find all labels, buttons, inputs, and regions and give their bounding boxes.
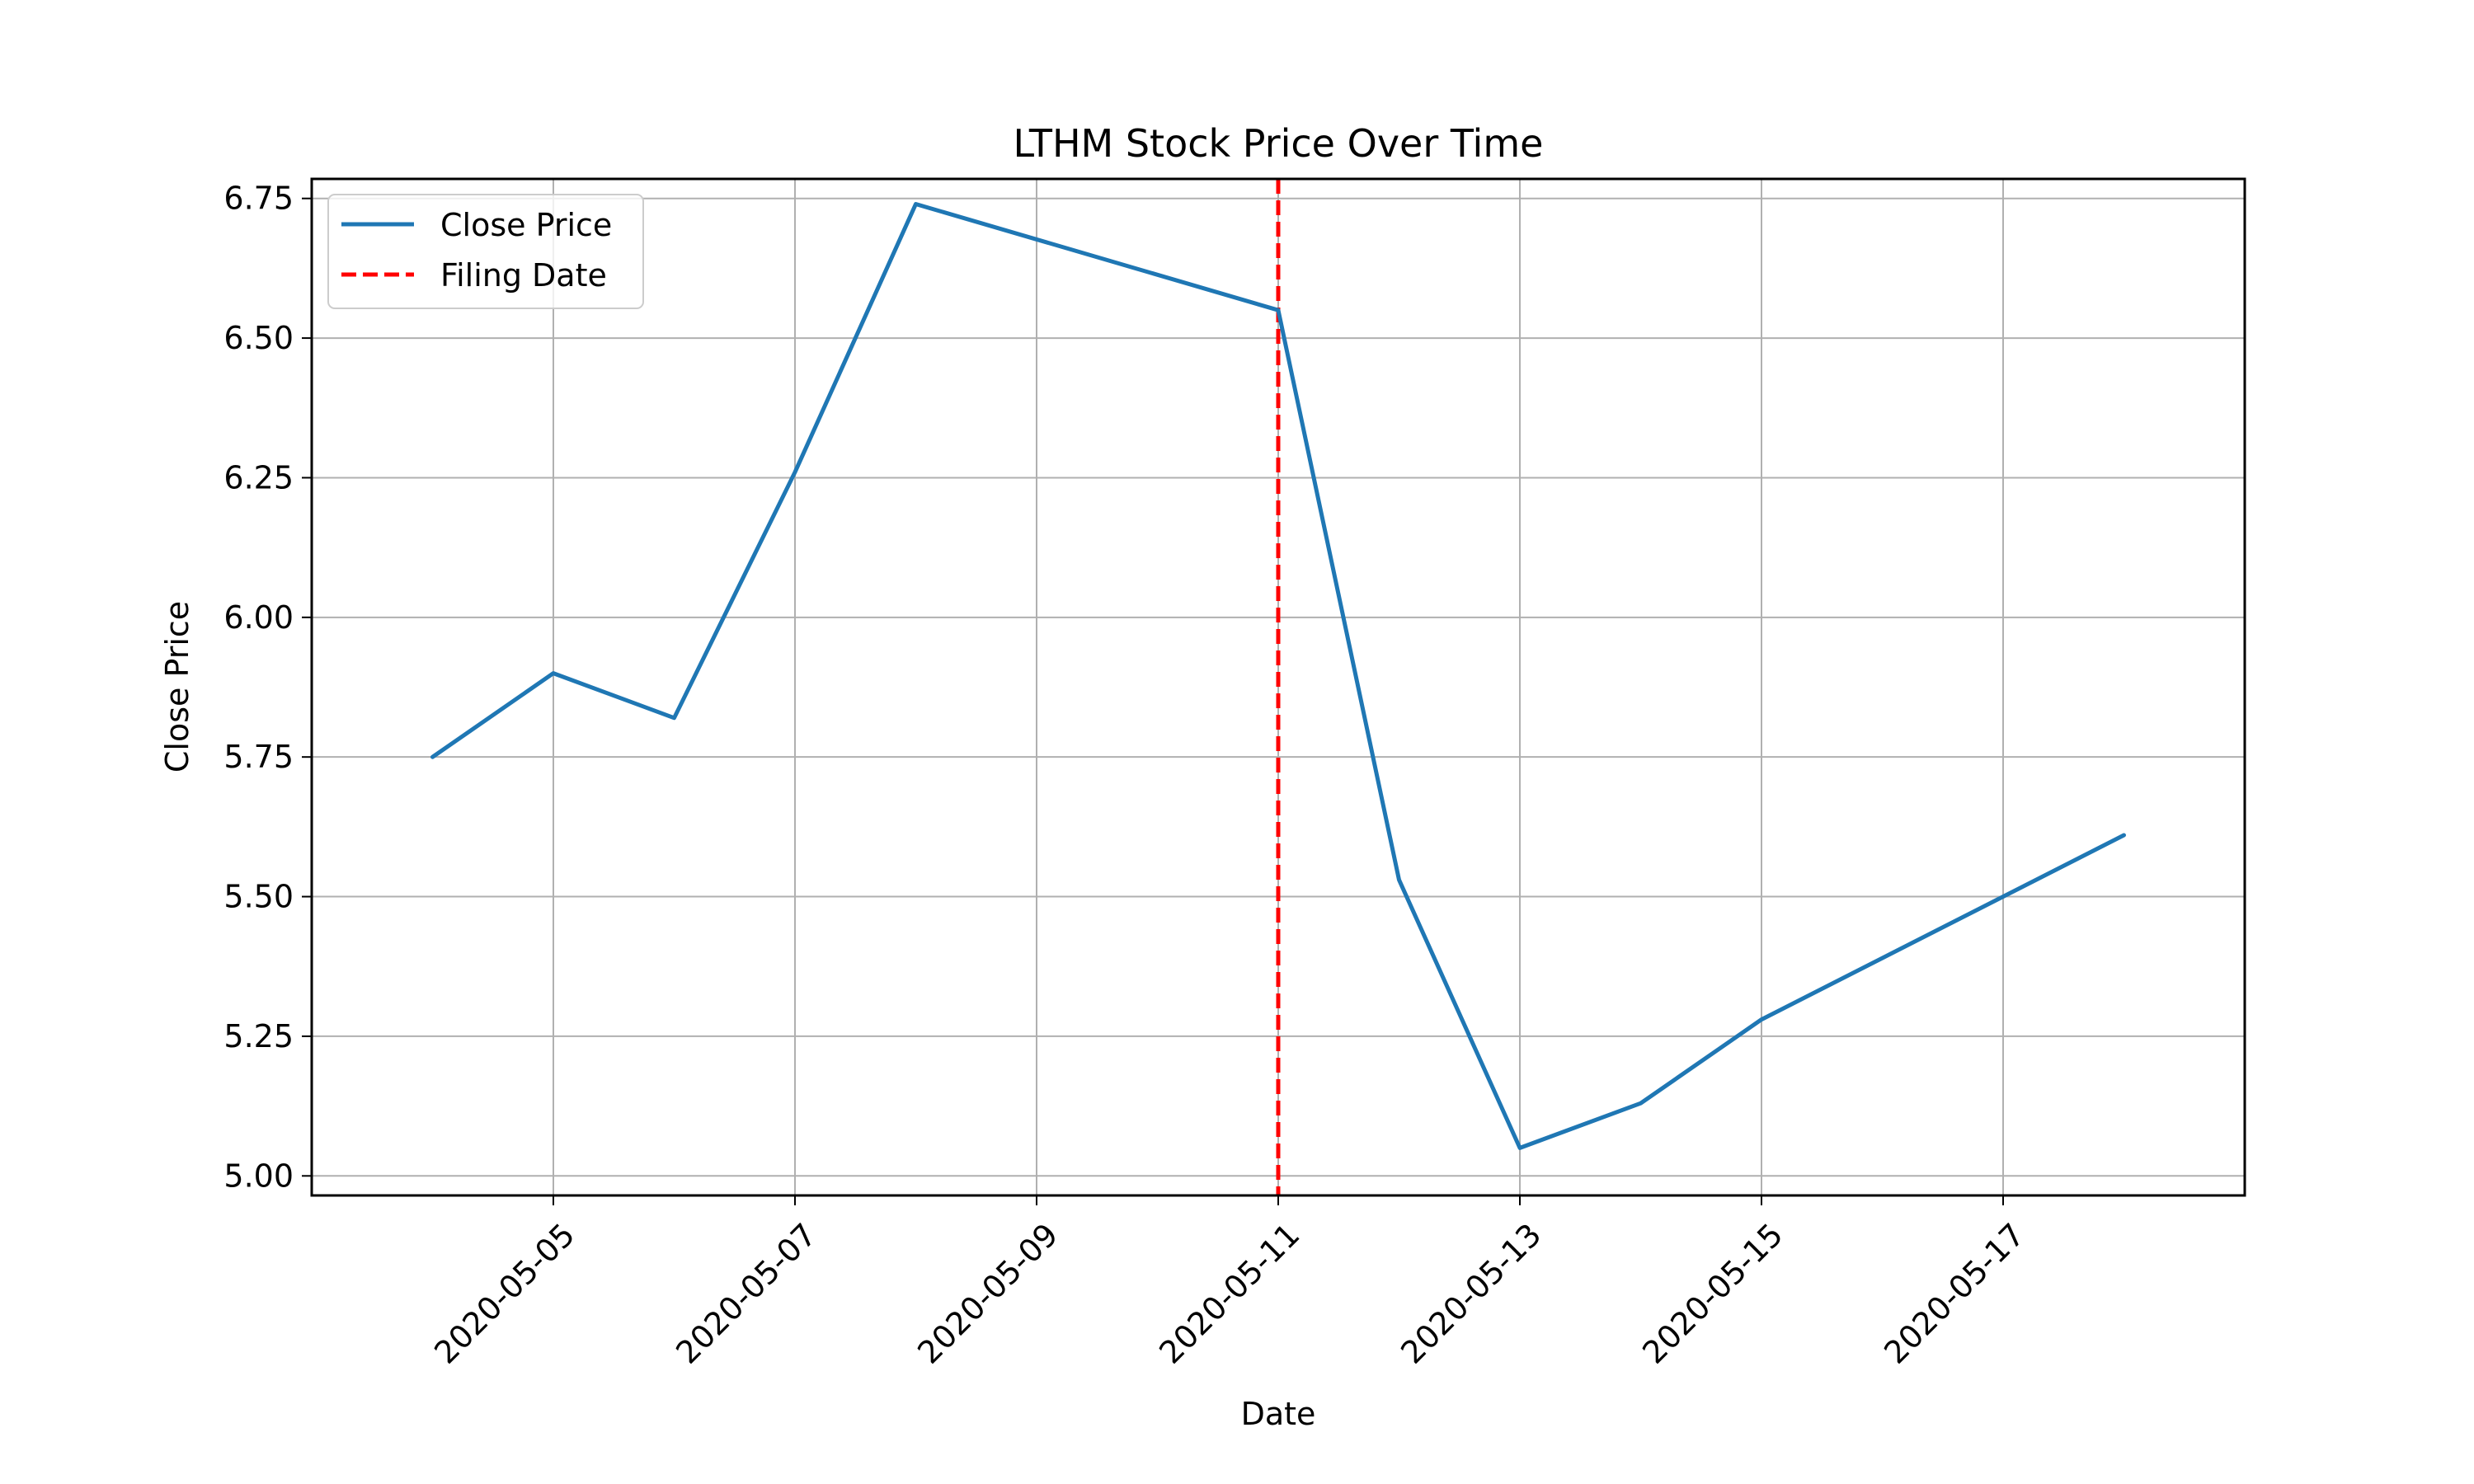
y-tick-label: 5.50 [223,879,294,915]
legend: Close Price Filing Date [327,194,644,309]
x-axis-label: Date [1241,1396,1316,1432]
y-tick-label: 6.25 [223,459,294,495]
y-tick-label: 6.50 [223,320,294,356]
series-lines [430,202,2126,1150]
series-line-close-price [430,202,2126,1150]
legend-label-close-price: Close Price [440,207,612,243]
y-tick-label: 6.00 [223,599,294,636]
chart-title: LTHM Stock Price Over Time [1014,121,1544,166]
y-axis: 5.00 5.25 5.50 5.75 6.00 6.25 6.50 6.75 [223,181,312,1194]
y-tick-label: 5.25 [223,1018,294,1054]
y-tick-label: 5.75 [223,739,294,775]
y-tick-label: 6.75 [223,181,294,217]
legend-label-filing-date: Filing Date [440,257,607,294]
y-tick-label: 5.00 [223,1158,294,1194]
y-axis-label: Close Price [159,601,195,773]
